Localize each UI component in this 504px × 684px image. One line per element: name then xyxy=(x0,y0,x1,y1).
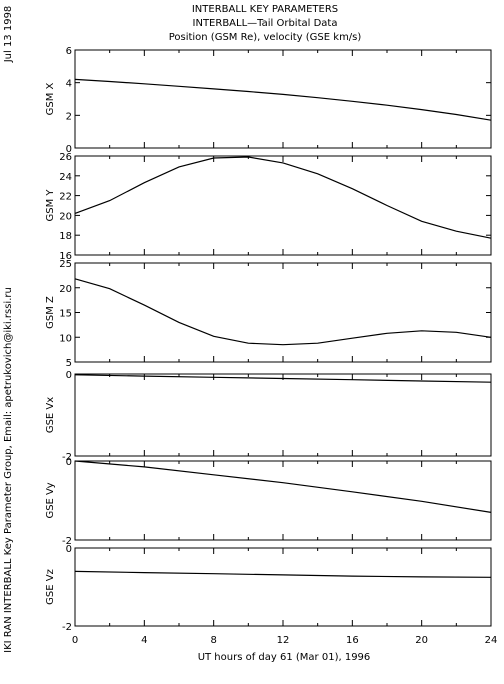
series-line xyxy=(74,156,492,239)
x-tick-label: 4 xyxy=(141,635,147,646)
panel-frame xyxy=(74,262,492,363)
y-tick-label: 6 xyxy=(66,46,72,57)
y-tick-label: 22 xyxy=(59,192,72,203)
y-tick-label: 18 xyxy=(59,231,72,242)
y-tick-label: 0 xyxy=(66,544,72,555)
series-line xyxy=(74,374,492,383)
y-axis-label: GSE Vx xyxy=(45,397,56,433)
series-line xyxy=(74,78,492,121)
series-line xyxy=(74,570,492,578)
panel-frame xyxy=(74,155,492,256)
panel-frame xyxy=(74,460,492,541)
y-tick-label: 15 xyxy=(59,309,72,320)
x-tick-label: 24 xyxy=(485,635,498,646)
y-tick-label: 5 xyxy=(66,358,72,369)
y-tick-label: -2 xyxy=(62,452,72,463)
y-tick-label: 25 xyxy=(59,259,72,270)
y-tick-label: 0 xyxy=(66,144,72,155)
x-axis-label: UT hours of day 61 (Mar 01), 1996 xyxy=(198,652,371,663)
series-line xyxy=(74,278,492,346)
y-axis-label: GSM Y xyxy=(45,189,56,222)
x-tick-label: 0 xyxy=(72,635,78,646)
title-line-2: INTERBALL—Tail Orbital Data xyxy=(193,18,338,29)
x-tick-label: 8 xyxy=(210,635,216,646)
y-tick-label: 10 xyxy=(59,333,72,344)
y-tick-label: -2 xyxy=(62,536,72,547)
y-axis-label: GSM X xyxy=(45,82,56,115)
y-tick-label: 2 xyxy=(66,111,72,122)
y-tick-label: -2 xyxy=(62,622,72,633)
x-tick-label: 12 xyxy=(277,635,290,646)
y-axis-label: GSM Z xyxy=(45,296,56,329)
y-tick-label: 16 xyxy=(59,251,72,262)
title-line-1: INTERBALL KEY PARAMETERS xyxy=(192,4,338,15)
title-line-3: Position (GSM Re), velocity (GSE km/s) xyxy=(169,32,362,43)
credit-text: IKI RAN INTERBALL Key Parameter Group, E… xyxy=(3,287,14,653)
series-line xyxy=(74,460,492,513)
panel-frame xyxy=(74,373,492,457)
y-tick-label: 0 xyxy=(66,370,72,381)
y-tick-label: 0 xyxy=(66,457,72,468)
y-tick-label: 20 xyxy=(59,284,72,295)
y-tick-label: 20 xyxy=(59,211,72,222)
panel-frame xyxy=(74,49,492,149)
x-tick-label: 20 xyxy=(415,635,428,646)
y-tick-label: 24 xyxy=(59,172,72,183)
y-tick-label: 4 xyxy=(66,79,72,90)
y-axis-label: GSE Vy xyxy=(45,482,56,518)
y-axis-label: GSE Vz xyxy=(45,569,56,605)
y-tick-label: 26 xyxy=(59,152,72,163)
date-stamp: Jul 13 1998 xyxy=(3,6,14,64)
panel-frame xyxy=(74,547,492,627)
x-tick-label: 16 xyxy=(346,635,359,646)
